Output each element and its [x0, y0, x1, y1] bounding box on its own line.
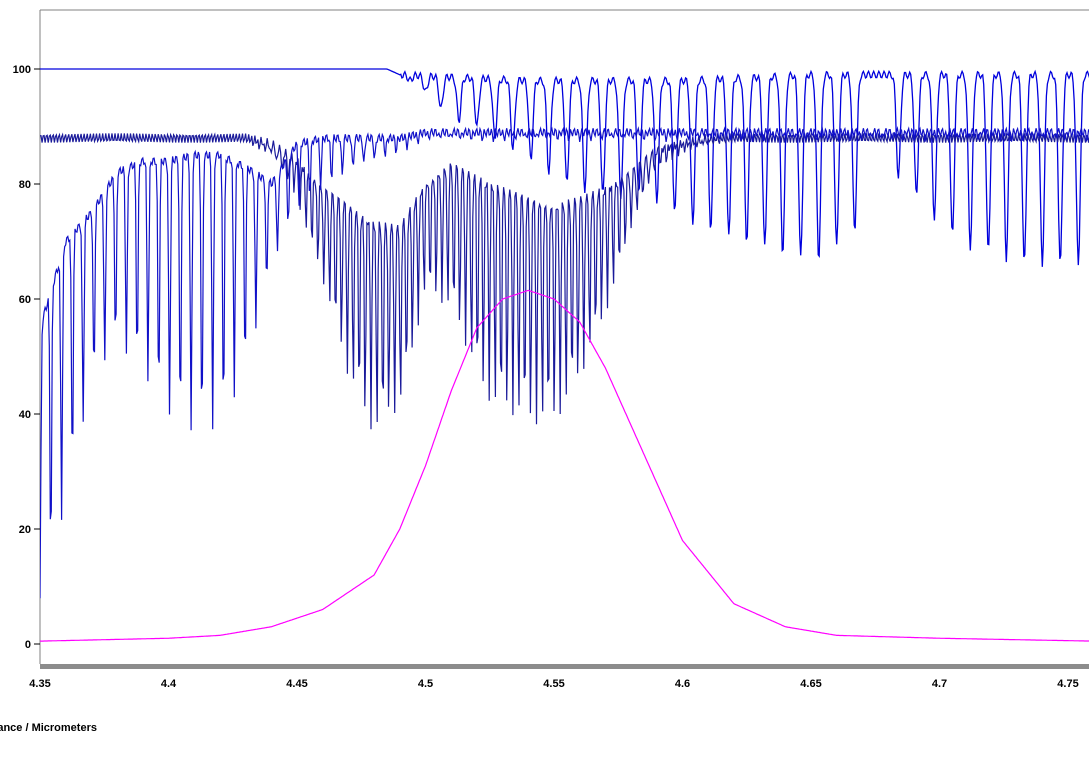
x-axis-ticks: 4.35 4.4 4.45 4.5 4.55 4.6 4.65 4.7 4.75 [29, 678, 1078, 690]
x-tick-label: 4.75 [1057, 678, 1078, 690]
x-tick-label: 4.65 [800, 678, 821, 690]
y-tick-label: 60 [19, 294, 31, 306]
x-tick-label: 4.5 [418, 678, 433, 690]
x-axis-label: ttance / Micrometers [0, 722, 97, 734]
y-tick-label: 100 [13, 64, 31, 76]
x-axis-bar [40, 664, 1089, 669]
y-tick-label: 20 [19, 524, 31, 536]
x-tick-label: 4.35 [29, 678, 50, 690]
series-layer [40, 68, 1089, 642]
transmittance-a-line [40, 68, 1089, 267]
y-tick-label: 40 [19, 409, 31, 421]
x-tick-label: 4.55 [543, 678, 564, 690]
filter-line [40, 289, 1089, 642]
transmittance-c-line [40, 126, 1089, 599]
y-tick-label: 0 [25, 639, 31, 651]
x-tick-label: 4.4 [161, 678, 177, 690]
transmittance-b-line [40, 132, 1089, 430]
y-axis-ticks: 0 20 40 60 80 100 [13, 64, 40, 651]
x-tick-label: 4.6 [675, 678, 690, 690]
x-tick-label: 4.7 [932, 678, 947, 690]
y-tick-label: 80 [19, 179, 31, 191]
x-tick-label: 4.45 [286, 678, 307, 690]
